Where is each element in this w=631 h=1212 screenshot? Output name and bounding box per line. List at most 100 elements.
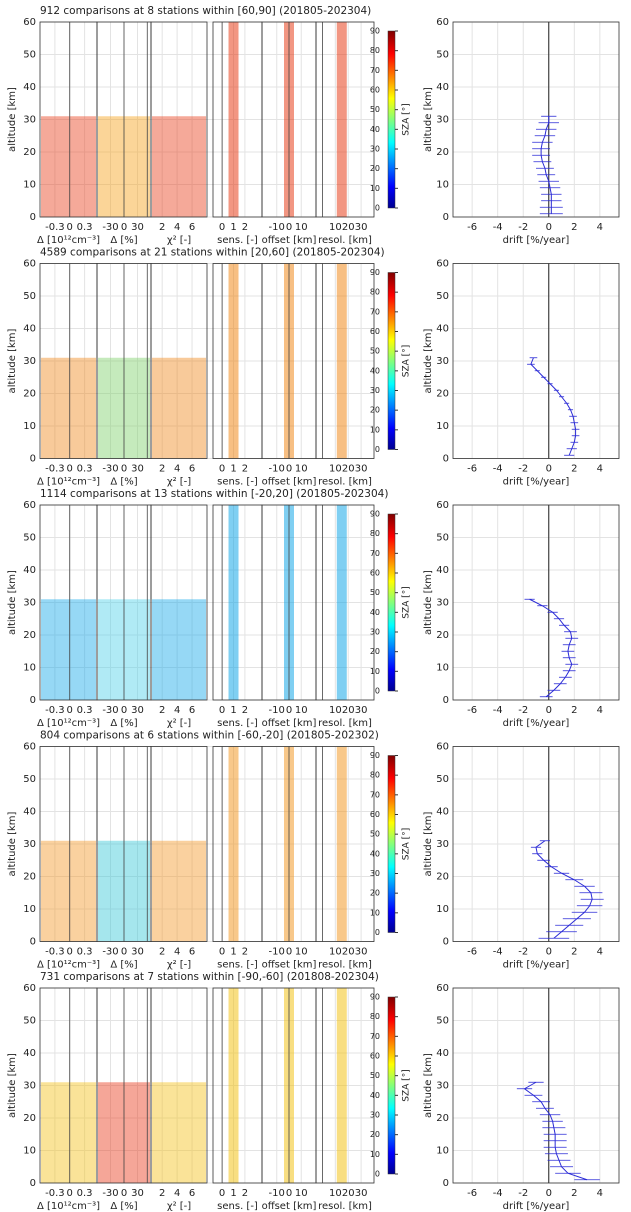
- y-tick-label: 40: [436, 324, 449, 335]
- y-axis-label: altitude [km]: [423, 811, 434, 876]
- profile-ensemble: [336, 22, 347, 217]
- colorbar: [387, 996, 396, 1175]
- colorbar-tick-label: 80: [370, 288, 380, 297]
- x-tick-label: 30: [355, 1188, 368, 1199]
- x-tick-label: 1: [230, 947, 236, 958]
- profile-ensemble: [228, 746, 239, 942]
- profile-ensemble: [41, 1082, 96, 1183]
- x-tick-label: 4: [597, 1188, 603, 1199]
- x-tick-label: -0.3: [45, 705, 65, 716]
- y-tick-label: 60: [436, 742, 449, 753]
- x-axis-label: resol. [km]: [318, 477, 372, 488]
- y-tick-label: 40: [23, 324, 36, 335]
- x-tick-label: -30: [102, 705, 118, 716]
- y-tick-label: 10: [23, 663, 36, 674]
- x-axis-label: sens. [-]: [217, 235, 258, 246]
- colorbar-tick-label: 20: [370, 406, 380, 415]
- x-tick-label: 0: [219, 947, 225, 958]
- panel-frame: [452, 504, 620, 701]
- y-tick-label: 30: [23, 115, 36, 126]
- profile-ensemble: [336, 988, 347, 1183]
- y-tick-label: 0: [30, 1178, 36, 1189]
- y-tick-label: 50: [23, 774, 36, 785]
- colorbar-tick-label: 0: [375, 687, 380, 696]
- x-tick-label: -10: [269, 464, 285, 475]
- y-tick-label: 30: [23, 356, 36, 367]
- profile-ensemble: [336, 505, 347, 700]
- colorbar-tick-label: 20: [370, 889, 380, 898]
- colorbar-tick-label: 30: [370, 386, 380, 395]
- x-tick-label: -10: [269, 947, 285, 958]
- y-tick-label: 0: [443, 212, 449, 223]
- drift-line: [530, 357, 577, 456]
- y-tick-label: 20: [23, 1113, 36, 1124]
- colorbar-tick-label: 10: [370, 908, 380, 917]
- x-axis-label: Δ [%]: [110, 960, 137, 971]
- x-axis-label: resol. [km]: [318, 718, 372, 729]
- colorbar-tick-label: 0: [375, 1170, 380, 1179]
- y-axis-label: altitude [km]: [7, 87, 18, 152]
- colorbar-tick-label: 70: [370, 549, 380, 558]
- colorbar-tick-label: 10: [370, 425, 380, 434]
- x-tick-label: -4: [493, 947, 503, 958]
- x-tick-label: 30: [131, 947, 144, 958]
- x-tick-label: 20: [342, 222, 355, 233]
- x-axis-label: offset [km]: [262, 718, 317, 729]
- x-axis-label: Δ [%]: [110, 477, 137, 488]
- y-tick-label: 40: [23, 807, 36, 818]
- x-tick-label: 0: [286, 464, 292, 475]
- x-axis-label: resol. [km]: [318, 960, 372, 971]
- y-tick-label: 0: [30, 454, 36, 465]
- y-tick-label: 10: [23, 180, 36, 191]
- x-axis-label: offset [km]: [262, 960, 317, 971]
- x-tick-label: 2: [571, 222, 577, 233]
- x-axis-label: offset [km]: [262, 477, 317, 488]
- x-tick-label: 0.3: [77, 947, 93, 958]
- colorbar-label: SZA [°]: [402, 1069, 412, 1101]
- x-tick-label: -6: [467, 464, 477, 475]
- colorbar-tick-label: 90: [370, 510, 380, 519]
- x-tick-label: -2: [518, 705, 528, 716]
- x-tick-label: 2: [571, 947, 577, 958]
- x-tick-label: 0.3: [77, 705, 93, 716]
- x-tick-label: -4: [493, 464, 503, 475]
- panel-frame: [452, 21, 620, 218]
- x-tick-label: 30: [355, 947, 368, 958]
- x-tick-label: 1: [230, 1188, 236, 1199]
- x-axis-label: resol. [km]: [318, 235, 372, 246]
- y-tick-label: 60: [436, 500, 449, 511]
- y-tick-label: 30: [23, 839, 36, 850]
- x-axis-label: resol. [km]: [318, 1201, 372, 1212]
- drift-line: [540, 116, 552, 214]
- y-tick-label: 0: [30, 937, 36, 948]
- x-tick-label: 2: [571, 464, 577, 475]
- y-tick-label: 40: [436, 565, 449, 576]
- x-tick-label: -0.3: [45, 222, 65, 233]
- x-tick-label: -2: [518, 464, 528, 475]
- y-tick-label: 50: [23, 50, 36, 61]
- y-tick-label: 50: [23, 1016, 36, 1027]
- y-axis-label: altitude [km]: [7, 1053, 18, 1118]
- y-tick-label: 60: [23, 500, 36, 511]
- drift-line: [523, 1081, 588, 1181]
- colorbar-tick-label: 90: [370, 993, 380, 1002]
- colorbar-tick-label: 90: [370, 27, 380, 36]
- x-tick-label: 20: [342, 1188, 355, 1199]
- x-tick-label: 0: [67, 947, 73, 958]
- x-axis-label: χ² [-]: [167, 960, 191, 971]
- profile-ensemble: [41, 116, 96, 217]
- y-tick-label: 0: [443, 454, 449, 465]
- colorbar-label: SZA [°]: [402, 828, 412, 860]
- y-tick-label: 30: [436, 839, 449, 850]
- x-tick-label: 2: [242, 1188, 248, 1199]
- x-axis-label: drift [%/year]: [503, 477, 570, 488]
- colorbar-tick-label: 80: [370, 771, 380, 780]
- colorbar-tick-label: 50: [370, 588, 380, 597]
- y-axis-label: altitude [km]: [423, 87, 434, 152]
- x-tick-label: 6: [189, 705, 195, 716]
- y-tick-label: 10: [436, 663, 449, 674]
- x-tick-label: 4: [174, 222, 180, 233]
- x-tick-label: 10: [329, 947, 342, 958]
- x-tick-label: 20: [342, 947, 355, 958]
